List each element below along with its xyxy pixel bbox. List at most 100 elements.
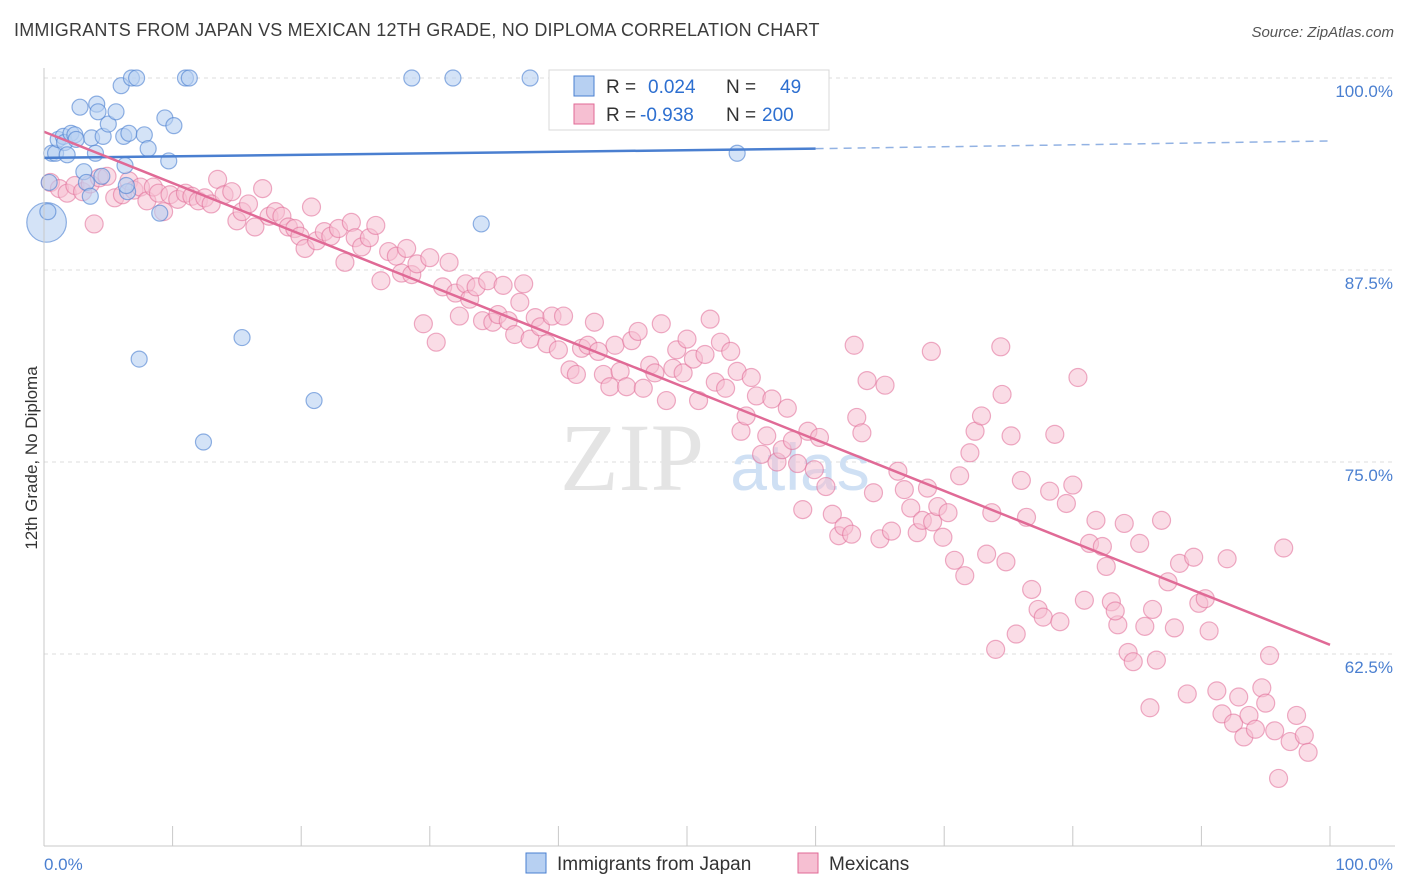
data-point-japan: [165, 117, 183, 135]
data-point-mexican: [616, 377, 637, 397]
data-point-japan: [233, 328, 251, 347]
data-point-mexican: [746, 386, 767, 406]
data-point-mexican: [933, 527, 953, 547]
data-point-mexican: [1256, 693, 1276, 713]
data-point-mexican: [955, 566, 975, 586]
y-tick-label: 87.5%: [1345, 274, 1393, 293]
data-point-japan: [521, 69, 539, 87]
data-point-mexican: [960, 443, 980, 463]
data-point-mexican: [1223, 713, 1244, 733]
data-point-mexican: [857, 370, 877, 391]
data-point-mexican: [656, 390, 677, 411]
data-point-japan: [117, 176, 135, 195]
data-point-mexican: [1040, 481, 1060, 501]
bottom-legend-japan: Immigrants from Japan: [557, 854, 751, 875]
data-point-mexican: [971, 406, 992, 426]
data-point-japan: [93, 167, 111, 185]
legend-r-value-1: 0.024: [648, 77, 696, 98]
data-point-japan: [130, 350, 148, 368]
data-point-mexican: [1265, 721, 1285, 741]
data-point-mexican: [397, 238, 417, 259]
y-tick-label: 62.5%: [1345, 658, 1393, 677]
data-point-mexican: [944, 550, 965, 570]
x-tick-labels: 0.0% 100.0%: [44, 855, 1393, 874]
data-point-mexican: [986, 639, 1006, 659]
data-point-mexican: [439, 252, 459, 272]
data-point-mexican: [992, 384, 1012, 405]
data-point-mexican: [863, 483, 884, 503]
data-point-mexican: [1135, 616, 1155, 636]
data-point-mexican: [600, 377, 620, 397]
data-point-mexican: [493, 275, 513, 295]
data-point-mexican: [1068, 367, 1088, 388]
data-point-mexican: [1268, 768, 1289, 789]
data-point-mexican: [1199, 621, 1219, 641]
data-point-mexican: [715, 378, 736, 398]
data-point-mexican: [335, 252, 355, 272]
data-point-mexican: [996, 552, 1016, 572]
data-point-mexican: [1045, 424, 1065, 444]
trend-line-japan: [43, 147, 816, 160]
data-point-mexican: [1142, 599, 1163, 620]
data-point-mexican: [842, 524, 862, 544]
legend-n-value-2: 200: [762, 105, 794, 126]
data-point-mexican: [1105, 601, 1125, 621]
y-tick-labels: 62.5% 75.0% 87.5% 100.0%: [1335, 82, 1393, 677]
data-point-mexican: [793, 500, 813, 520]
y-tick-label: 75.0%: [1345, 466, 1393, 485]
watermark-zip: ZIP: [560, 404, 704, 511]
y-axis-title: 12th Grade, No Diploma: [22, 366, 41, 550]
x-tick-label: 100.0%: [1335, 855, 1393, 874]
data-point-mexican: [757, 426, 777, 446]
data-point-mexican: [1217, 549, 1237, 569]
data-point-mexican: [628, 321, 648, 342]
data-point-mexican: [1096, 556, 1116, 577]
data-point-mexican: [875, 375, 895, 395]
bottom-legend-swatch-mexican: [797, 852, 819, 874]
data-point-mexican: [1140, 698, 1160, 718]
gridlines: [44, 77, 1395, 655]
data-point-mexican: [804, 460, 824, 480]
data-point-mexican: [991, 337, 1011, 357]
data-point-mexican: [1114, 513, 1134, 534]
data-point-mexican: [721, 341, 741, 362]
data-point-mexican: [700, 309, 720, 329]
bottom-legend: Immigrants from Japan Mexicans: [525, 852, 909, 875]
data-point-mexican: [245, 217, 265, 237]
data-point-mexican: [1286, 705, 1307, 726]
data-point-mexican: [950, 466, 970, 486]
data-point-mexican: [605, 335, 625, 355]
data-point-japan: [89, 103, 107, 121]
data-point-mexican: [584, 312, 605, 332]
data-point-mexican: [1259, 645, 1280, 666]
data-point-mexican: [553, 306, 574, 326]
data-point-mexican: [1207, 681, 1227, 701]
legend-swatch-japan: [573, 75, 595, 97]
data-point-mexican: [1164, 618, 1184, 638]
data-point-mexican: [301, 197, 322, 217]
legend-n-label-2: N =: [726, 105, 756, 126]
data-point-mexican: [222, 182, 242, 202]
legend-n-value-1: 49: [780, 77, 801, 98]
data-point-japan: [99, 115, 117, 133]
data-point-japan: [305, 391, 323, 410]
data-point-japan: [728, 144, 746, 162]
bottom-legend-mexicans: Mexicans: [829, 854, 909, 875]
data-point-mexican: [1184, 547, 1204, 567]
data-point-mexican: [1033, 607, 1053, 627]
data-point-mexican: [1022, 579, 1042, 600]
data-point-mexican: [514, 274, 534, 294]
chart-title: IMMIGRANTS FROM JAPAN VS MEXICAN 12TH GR…: [14, 20, 820, 40]
data-point-mexican: [844, 335, 864, 355]
data-point-japan: [472, 215, 490, 233]
data-point-mexican: [548, 340, 569, 360]
data-point-mexican: [633, 378, 653, 398]
data-point-mexican: [413, 314, 433, 334]
data-point-mexican: [881, 521, 902, 541]
x-tick-label: 0.0%: [44, 855, 83, 874]
data-point-japan: [444, 69, 462, 87]
chart-source: Source: ZipAtlas.com: [1251, 24, 1394, 41]
axes: [43, 68, 1395, 847]
trend-lines: [43, 130, 1331, 646]
data-point-mexican: [1130, 533, 1150, 554]
